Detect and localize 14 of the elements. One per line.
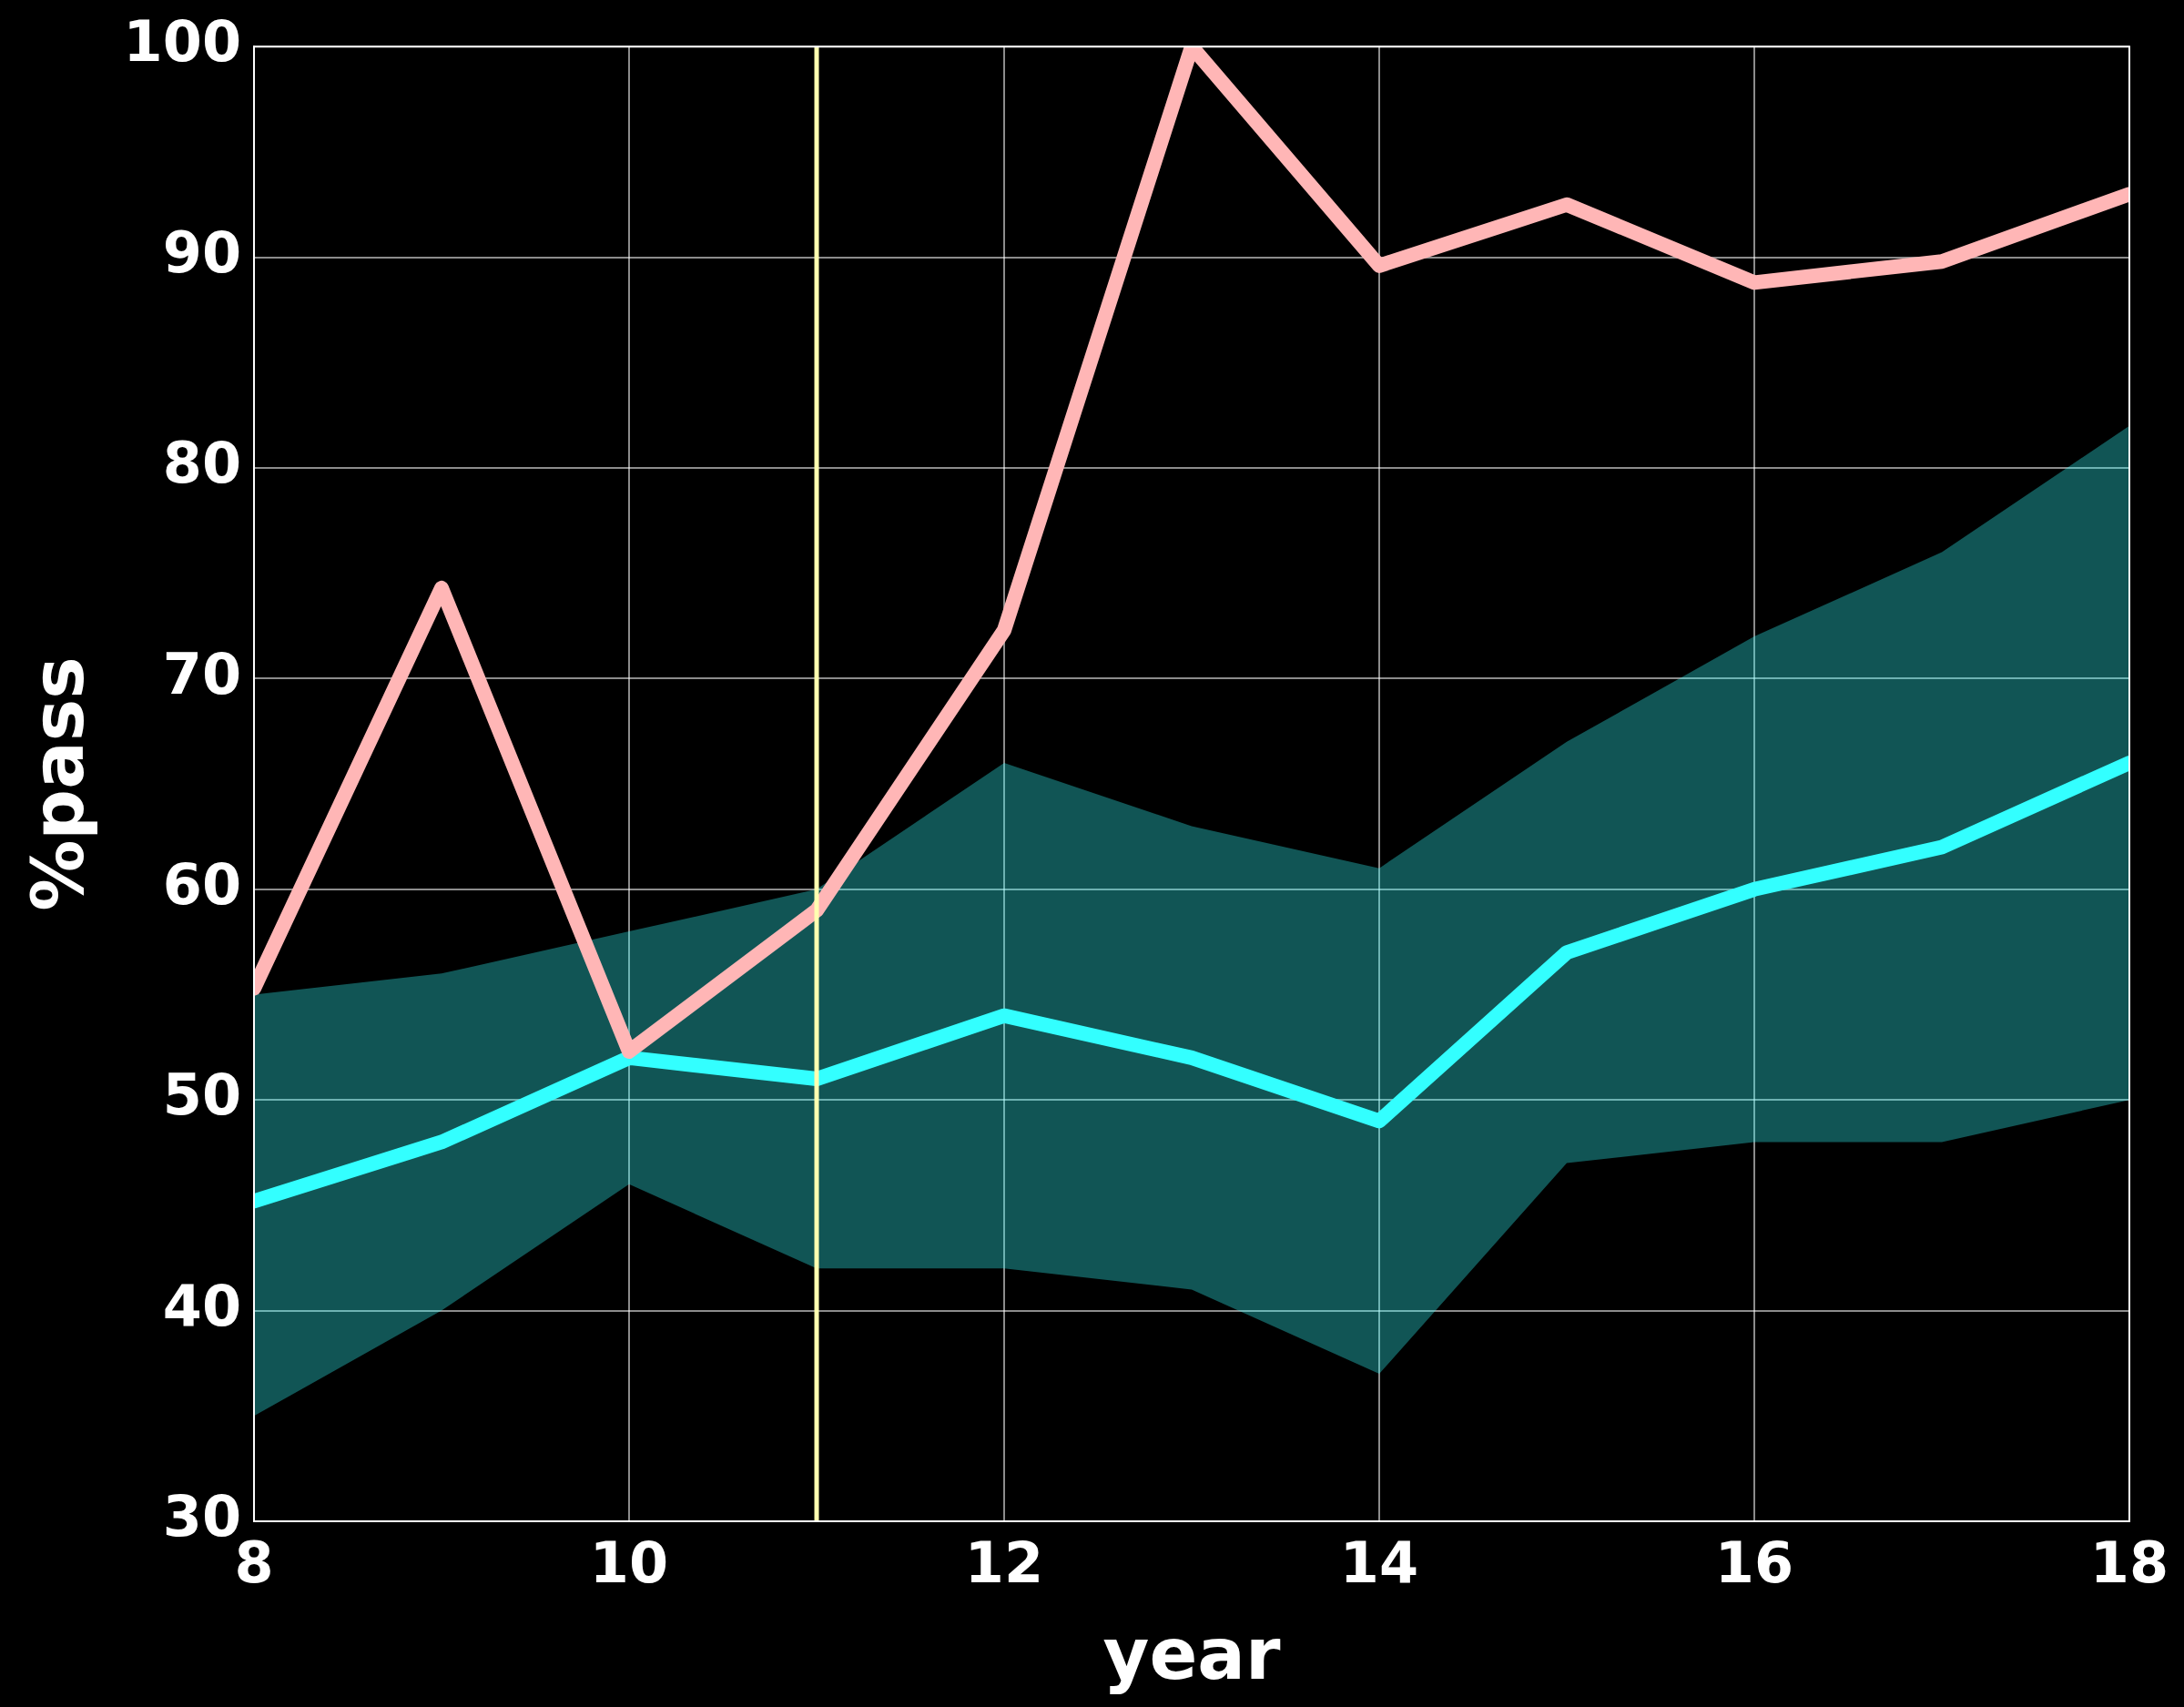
y-tick-label: 90 — [162, 218, 242, 286]
x-tick-label: 18 — [2089, 1529, 2169, 1597]
x-tick-label: 16 — [1714, 1529, 1794, 1597]
y-tick-label: 40 — [162, 1272, 242, 1339]
x-tick-label: 12 — [964, 1529, 1044, 1597]
y-tick-label: 60 — [162, 850, 242, 918]
y-axis-title: %pass — [17, 656, 100, 911]
y-tick-label: 100 — [123, 8, 242, 76]
x-tick-label: 14 — [1339, 1529, 1419, 1597]
y-tick-label: 80 — [162, 430, 242, 497]
y-tick-label: 70 — [162, 640, 242, 707]
x-tick-label: 10 — [589, 1529, 669, 1597]
x-axis-title: year — [1102, 1613, 1281, 1696]
y-tick-label: 50 — [162, 1062, 242, 1129]
